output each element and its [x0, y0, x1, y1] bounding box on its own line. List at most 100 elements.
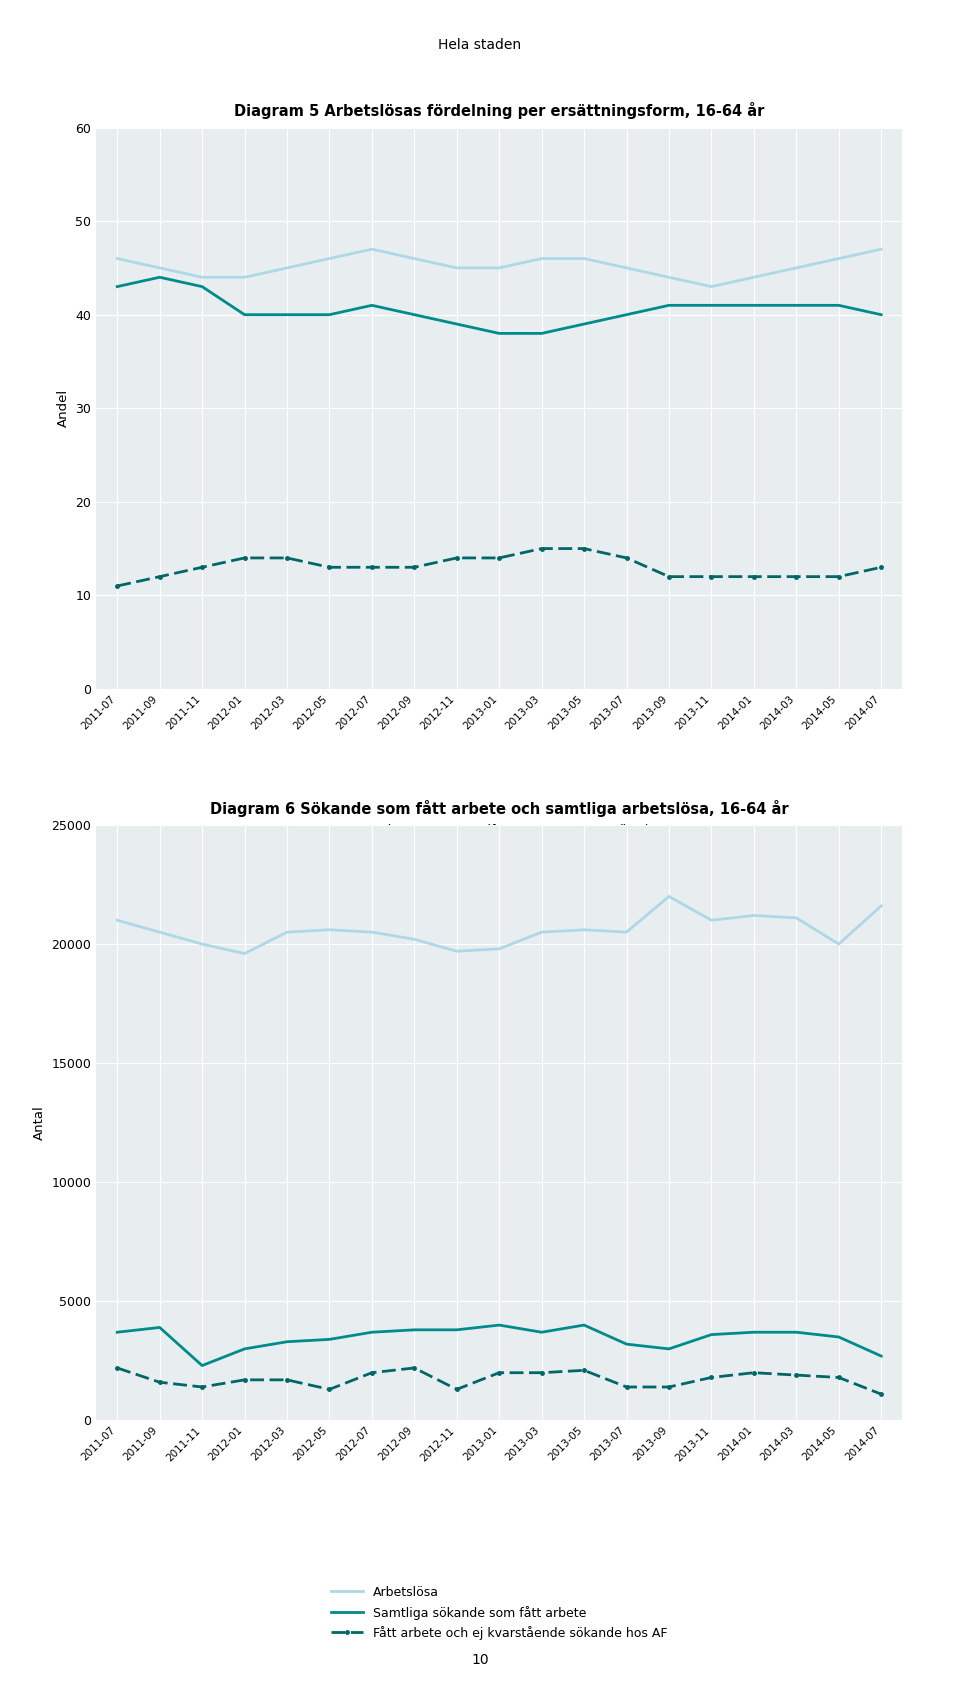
Ingen ersättning — [578, 538, 589, 558]
A-kassa — [409, 248, 420, 269]
Title: Diagram 6 Sökande som fått arbete och samtliga arbetslösa, 16-64 år: Diagram 6 Sökande som fått arbete och sa… — [210, 799, 788, 816]
A-kassa — [790, 259, 802, 279]
Fått arbete och ej kvarstående sökande hos AF — [621, 1376, 633, 1397]
Arbetslösa — [663, 886, 675, 907]
Arbetslösa — [833, 934, 845, 954]
Samtliga sökande som fått arbete — [239, 1339, 251, 1359]
Samtliga sökande som fått arbete — [790, 1322, 802, 1342]
Arbetslösa — [790, 908, 802, 929]
Samtliga sökande som fått arbete — [663, 1339, 675, 1359]
Ingen ersättning — [409, 558, 420, 578]
Fått arbete och ej kvarstående sökande hos AF — [790, 1364, 802, 1385]
Fått arbete och ej kvarstående sökande hos AF — [366, 1363, 377, 1383]
Arbetslösa — [578, 920, 589, 941]
A-kassa — [621, 259, 633, 279]
A-kassa — [197, 267, 208, 287]
Alfa — [790, 296, 802, 316]
Fått arbete och ej kvarstående sökande hos AF — [451, 1380, 463, 1400]
Alfa — [621, 304, 633, 325]
Alfa — [706, 296, 717, 316]
Alfa — [578, 313, 589, 333]
Alfa — [663, 296, 675, 316]
Samtliga sökande som fått arbete — [197, 1356, 208, 1376]
Fått arbete och ej kvarstående sökande hos AF — [536, 1363, 547, 1383]
Samtliga sökande som fått arbete — [324, 1328, 335, 1349]
A-kassa — [748, 267, 759, 287]
A-kassa — [281, 259, 293, 279]
Fått arbete och ej kvarstående sökande hos AF — [833, 1368, 845, 1388]
Fått arbete och ej kvarstående sökande hos AF — [324, 1380, 335, 1400]
Arbetslösa — [536, 922, 547, 942]
Ingen ersättning — [748, 566, 759, 587]
Arbetslösa — [876, 896, 887, 917]
Legend: A-kassa, Alfa, Ingen ersättning: A-kassa, Alfa, Ingen ersättning — [329, 818, 669, 842]
A-kassa — [154, 259, 165, 279]
Line: Samtliga sökande som fått arbete: Samtliga sökande som fått arbete — [117, 1325, 881, 1366]
Ingen ersättning — [790, 566, 802, 587]
Samtliga sökande som fått arbete — [621, 1334, 633, 1354]
Samtliga sökande som fått arbete — [876, 1345, 887, 1366]
A-kassa — [239, 267, 251, 287]
Fått arbete och ej kvarstående sökande hos AF — [578, 1361, 589, 1381]
Samtliga sökande som fått arbete — [409, 1320, 420, 1340]
Fått arbete och ej kvarstående sökande hos AF — [409, 1357, 420, 1378]
Fått arbete och ej kvarstående sökande hos AF — [197, 1376, 208, 1397]
Text: 10: 10 — [471, 1653, 489, 1667]
Ingen ersättning — [154, 566, 165, 587]
Y-axis label: Andel: Andel — [57, 390, 69, 427]
Legend: Arbetslösa, Samtliga sökande som fått arbete, Fått arbete och ej kvarstående sök: Arbetslösa, Samtliga sökande som fått ar… — [326, 1582, 672, 1645]
Alfa — [239, 304, 251, 325]
Ingen ersättning — [536, 538, 547, 558]
Ingen ersättning — [493, 548, 505, 568]
Fått arbete och ej kvarstående sökande hos AF — [111, 1357, 123, 1378]
A-kassa — [451, 259, 463, 279]
Text: Hela staden: Hela staden — [439, 39, 521, 53]
A-kassa — [706, 276, 717, 296]
Ingen ersättning — [197, 558, 208, 578]
Arbetslösa — [324, 920, 335, 941]
Ingen ersättning — [621, 548, 633, 568]
A-kassa — [663, 267, 675, 287]
Line: Ingen ersättning: Ingen ersättning — [115, 546, 883, 589]
Ingen ersättning — [876, 558, 887, 578]
Ingen ersättning — [833, 566, 845, 587]
Alfa — [111, 276, 123, 296]
Alfa — [197, 276, 208, 296]
Fått arbete och ej kvarstående sökande hos AF — [281, 1369, 293, 1390]
Fått arbete och ej kvarstående sökande hos AF — [663, 1376, 675, 1397]
Arbetslösa — [111, 910, 123, 930]
Alfa — [748, 296, 759, 316]
A-kassa — [536, 248, 547, 269]
Ingen ersättning — [111, 575, 123, 597]
Fått arbete och ej kvarstående sökande hos AF — [239, 1369, 251, 1390]
Samtliga sökande som fått arbete — [451, 1320, 463, 1340]
Ingen ersättning — [239, 548, 251, 568]
Alfa — [876, 304, 887, 325]
Arbetslösa — [706, 910, 717, 930]
Ingen ersättning — [366, 558, 377, 578]
Arbetslösa — [281, 922, 293, 942]
Alfa — [154, 267, 165, 287]
Arbetslösa — [366, 922, 377, 942]
Fått arbete och ej kvarstående sökande hos AF — [876, 1385, 887, 1405]
Samtliga sökande som fått arbete — [366, 1322, 377, 1342]
Samtliga sökande som fått arbete — [536, 1322, 547, 1342]
Alfa — [281, 304, 293, 325]
Arbetslösa — [197, 934, 208, 954]
Alfa — [833, 296, 845, 316]
Arbetslösa — [409, 929, 420, 949]
Alfa — [366, 296, 377, 316]
A-kassa — [111, 248, 123, 269]
Samtliga sökande som fått arbete — [578, 1315, 589, 1335]
Samtliga sökande som fått arbete — [111, 1322, 123, 1342]
Samtliga sökande som fått arbete — [833, 1327, 845, 1347]
A-kassa — [578, 248, 589, 269]
Y-axis label: Antal: Antal — [33, 1106, 46, 1140]
Ingen ersättning — [451, 548, 463, 568]
A-kassa — [833, 248, 845, 269]
Ingen ersättning — [663, 566, 675, 587]
Arbetslösa — [748, 905, 759, 925]
Arbetslösa — [239, 944, 251, 964]
Samtliga sökande som fått arbete — [281, 1332, 293, 1352]
Ingen ersättning — [281, 548, 293, 568]
